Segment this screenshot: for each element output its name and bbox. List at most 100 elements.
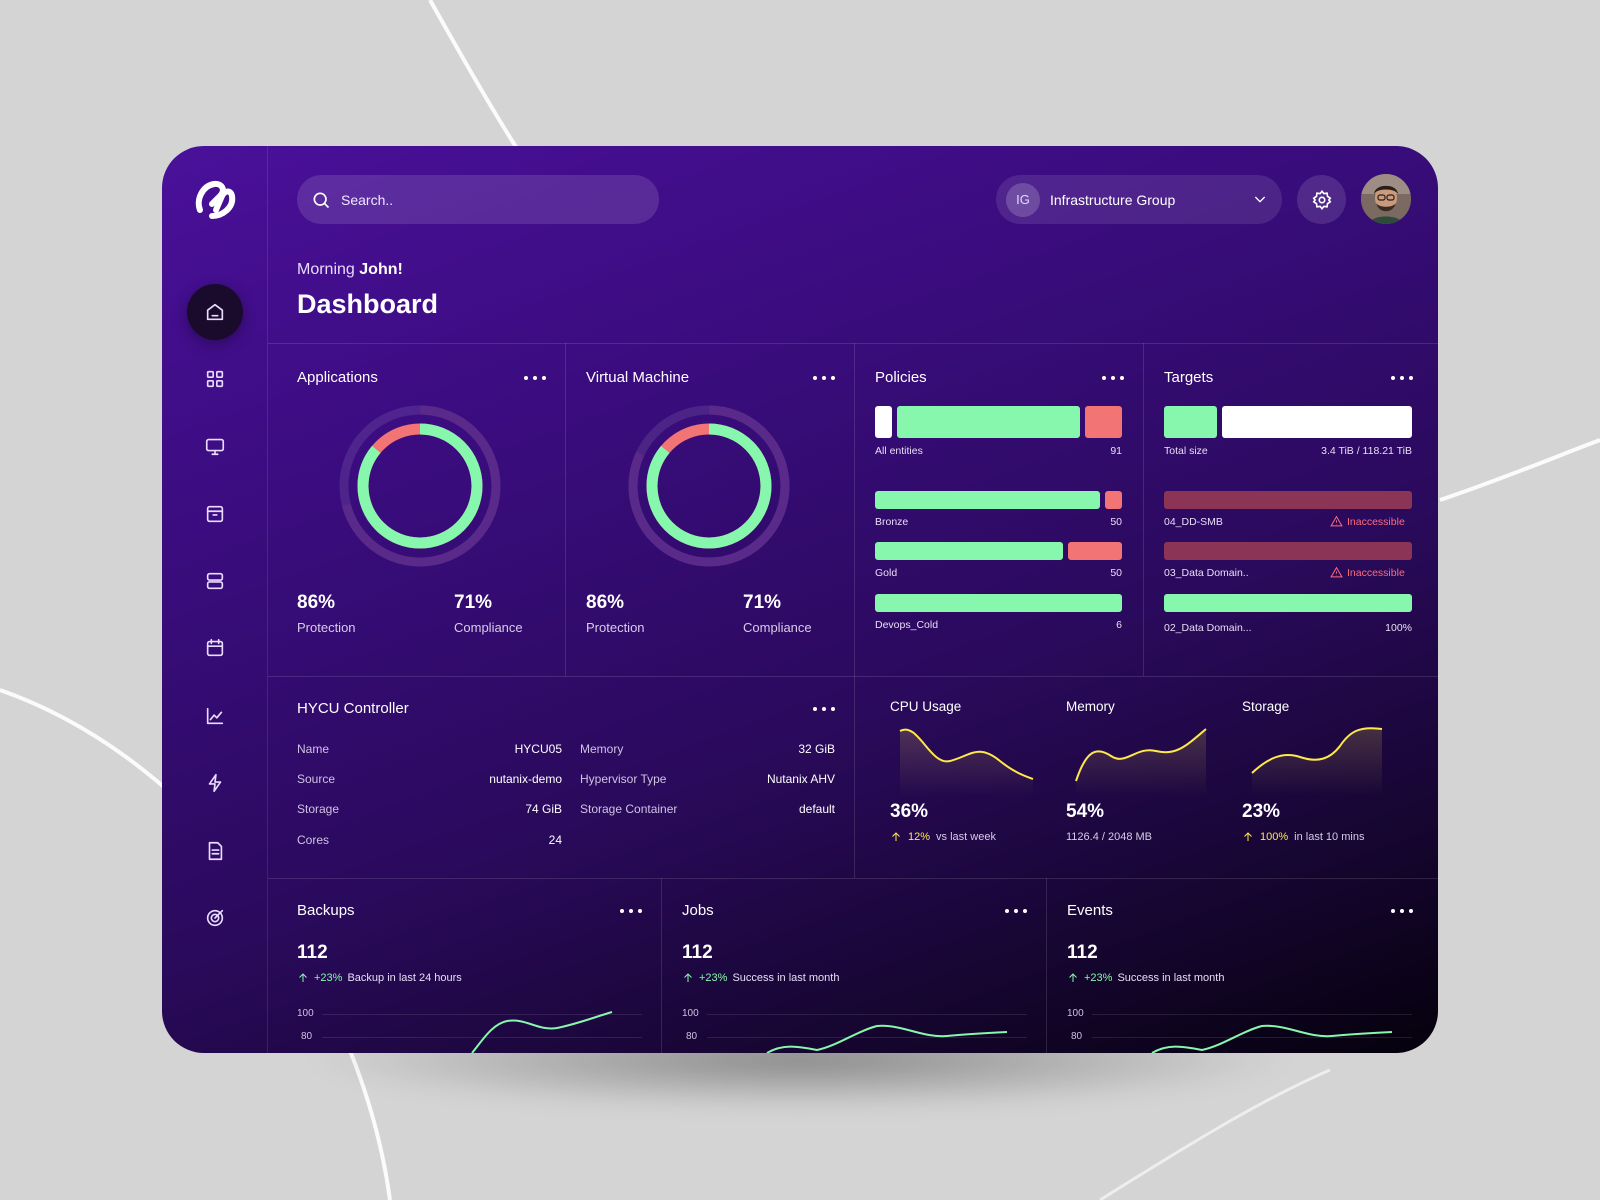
memory-sparkline (1075, 728, 1207, 796)
backups-line-chart (471, 1011, 613, 1053)
card-title: Backups (297, 902, 355, 919)
gridline (1092, 1014, 1412, 1015)
arrow-up-icon (892, 832, 900, 841)
protection-ring (357, 423, 483, 549)
monitor-icon (205, 438, 225, 456)
sidebar (162, 146, 268, 1053)
nav-analytics[interactable] (187, 688, 243, 744)
greeting-prefix: Morning (297, 261, 355, 278)
jobs-line-chart (766, 1024, 1008, 1053)
nav-server[interactable] (187, 553, 243, 609)
target-bar-used (1164, 406, 1217, 438)
group-selector[interactable]: IG Infrastructure Group (996, 175, 1282, 224)
more-options-button[interactable] (813, 705, 835, 713)
axis-tick-label: 80 (301, 1031, 313, 1042)
card-title: Policies (875, 369, 927, 386)
jobs-note: Success in last month (732, 972, 840, 984)
divider (565, 343, 566, 676)
detail-label: Cores (297, 833, 330, 847)
protection-ring (646, 423, 772, 549)
more-options-button[interactable] (1102, 374, 1124, 382)
events-line-chart (1151, 1024, 1393, 1053)
arrow-up-icon (1244, 832, 1252, 841)
events-change: +23% (1084, 972, 1113, 984)
policy-count: 91 (1110, 445, 1122, 457)
chevron-down-icon (1254, 196, 1266, 203)
search-bar[interactable] (297, 175, 659, 224)
gridline (1092, 1037, 1412, 1038)
divider (1143, 343, 1144, 676)
protection-value: 86% (297, 592, 336, 613)
nav-targets[interactable] (187, 890, 243, 946)
card-title: Jobs (682, 902, 714, 919)
gridline (322, 1014, 642, 1015)
cpu-usage-trend: 12% vs last week (890, 831, 996, 843)
detail-label: Memory (580, 742, 624, 756)
target-bar (1164, 491, 1412, 509)
cpu-note: vs last week (936, 831, 996, 843)
nav-archive[interactable] (187, 486, 243, 542)
axis-tick-label: 80 (686, 1031, 698, 1042)
storage-value: 23% (1242, 801, 1281, 822)
policy-label: Devops_Cold (875, 619, 939, 631)
group-badge: IG (1006, 182, 1040, 217)
archive-icon (206, 505, 224, 523)
nav-home[interactable] (187, 284, 243, 340)
detail-value: 32 GiB (798, 742, 835, 756)
home-icon (206, 303, 224, 321)
nav-activity[interactable] (187, 755, 243, 811)
target-label: 04_DD-SMB (1164, 516, 1223, 528)
more-options-button[interactable] (1391, 374, 1413, 382)
nav-monitor[interactable] (187, 418, 243, 474)
detail-value: nutanix-demo (489, 772, 562, 786)
detail-label: Hypervisor Type (580, 772, 667, 786)
gridline (707, 1037, 1027, 1038)
jobs-change: +23% (699, 972, 728, 984)
settings-button[interactable] (1297, 175, 1346, 224)
target-percent: 100% (1385, 622, 1412, 634)
memory-title: Memory (1066, 699, 1115, 714)
card-title: Events (1067, 902, 1113, 919)
target-bar-free (1222, 406, 1412, 438)
jobs-trend: +23% Success in last month (682, 972, 839, 984)
cpu-change: 12% (908, 831, 931, 843)
target-icon (206, 909, 224, 927)
more-options-button[interactable] (524, 374, 546, 382)
more-options-button[interactable] (1391, 907, 1413, 915)
dashboard-window: IG Infrastructure Group Morning John! Da… (162, 146, 1438, 1053)
detail-label: Source (297, 772, 336, 786)
policy-bar-segment (875, 542, 1063, 560)
target-bar (1164, 542, 1412, 560)
nav-grid[interactable] (187, 351, 243, 407)
divider (268, 676, 1438, 677)
policy-bar-segment (1105, 491, 1122, 509)
policy-count: 6 (1116, 619, 1122, 631)
more-options-button[interactable] (1005, 907, 1027, 915)
status-badge: Inaccessible (1330, 515, 1405, 528)
target-label: 03_Data Domain.. (1164, 567, 1249, 579)
detail-label: Storage Container (580, 802, 678, 816)
divider (854, 343, 855, 878)
nav-reports[interactable] (187, 823, 243, 879)
more-options-button[interactable] (813, 374, 835, 382)
axis-tick-label: 100 (1067, 1008, 1084, 1019)
storage-sparkline (1251, 727, 1383, 796)
lightning-icon (208, 773, 222, 793)
search-input[interactable] (341, 191, 641, 208)
status-text: Inaccessible (1347, 566, 1405, 579)
more-options-button[interactable] (620, 907, 642, 915)
nav-calendar[interactable] (187, 620, 243, 676)
policy-bar-segment (1085, 406, 1122, 438)
memory-note-text: 1126.4 / 2048 MB (1066, 831, 1153, 843)
target-total-value: 3.4 TiB / 118.21 TiB (1321, 445, 1412, 457)
avatar[interactable] (1361, 174, 1411, 224)
group-name: Infrastructure Group (1050, 191, 1176, 208)
card-title: Applications (297, 369, 378, 386)
backups-count: 112 (297, 942, 328, 963)
target-label: Total size (1164, 445, 1208, 457)
calendar-icon (206, 638, 224, 657)
policy-label: All entities (875, 445, 923, 457)
divider (268, 343, 1438, 344)
card-title: Targets (1164, 369, 1214, 386)
axis-tick-label: 100 (682, 1008, 699, 1019)
